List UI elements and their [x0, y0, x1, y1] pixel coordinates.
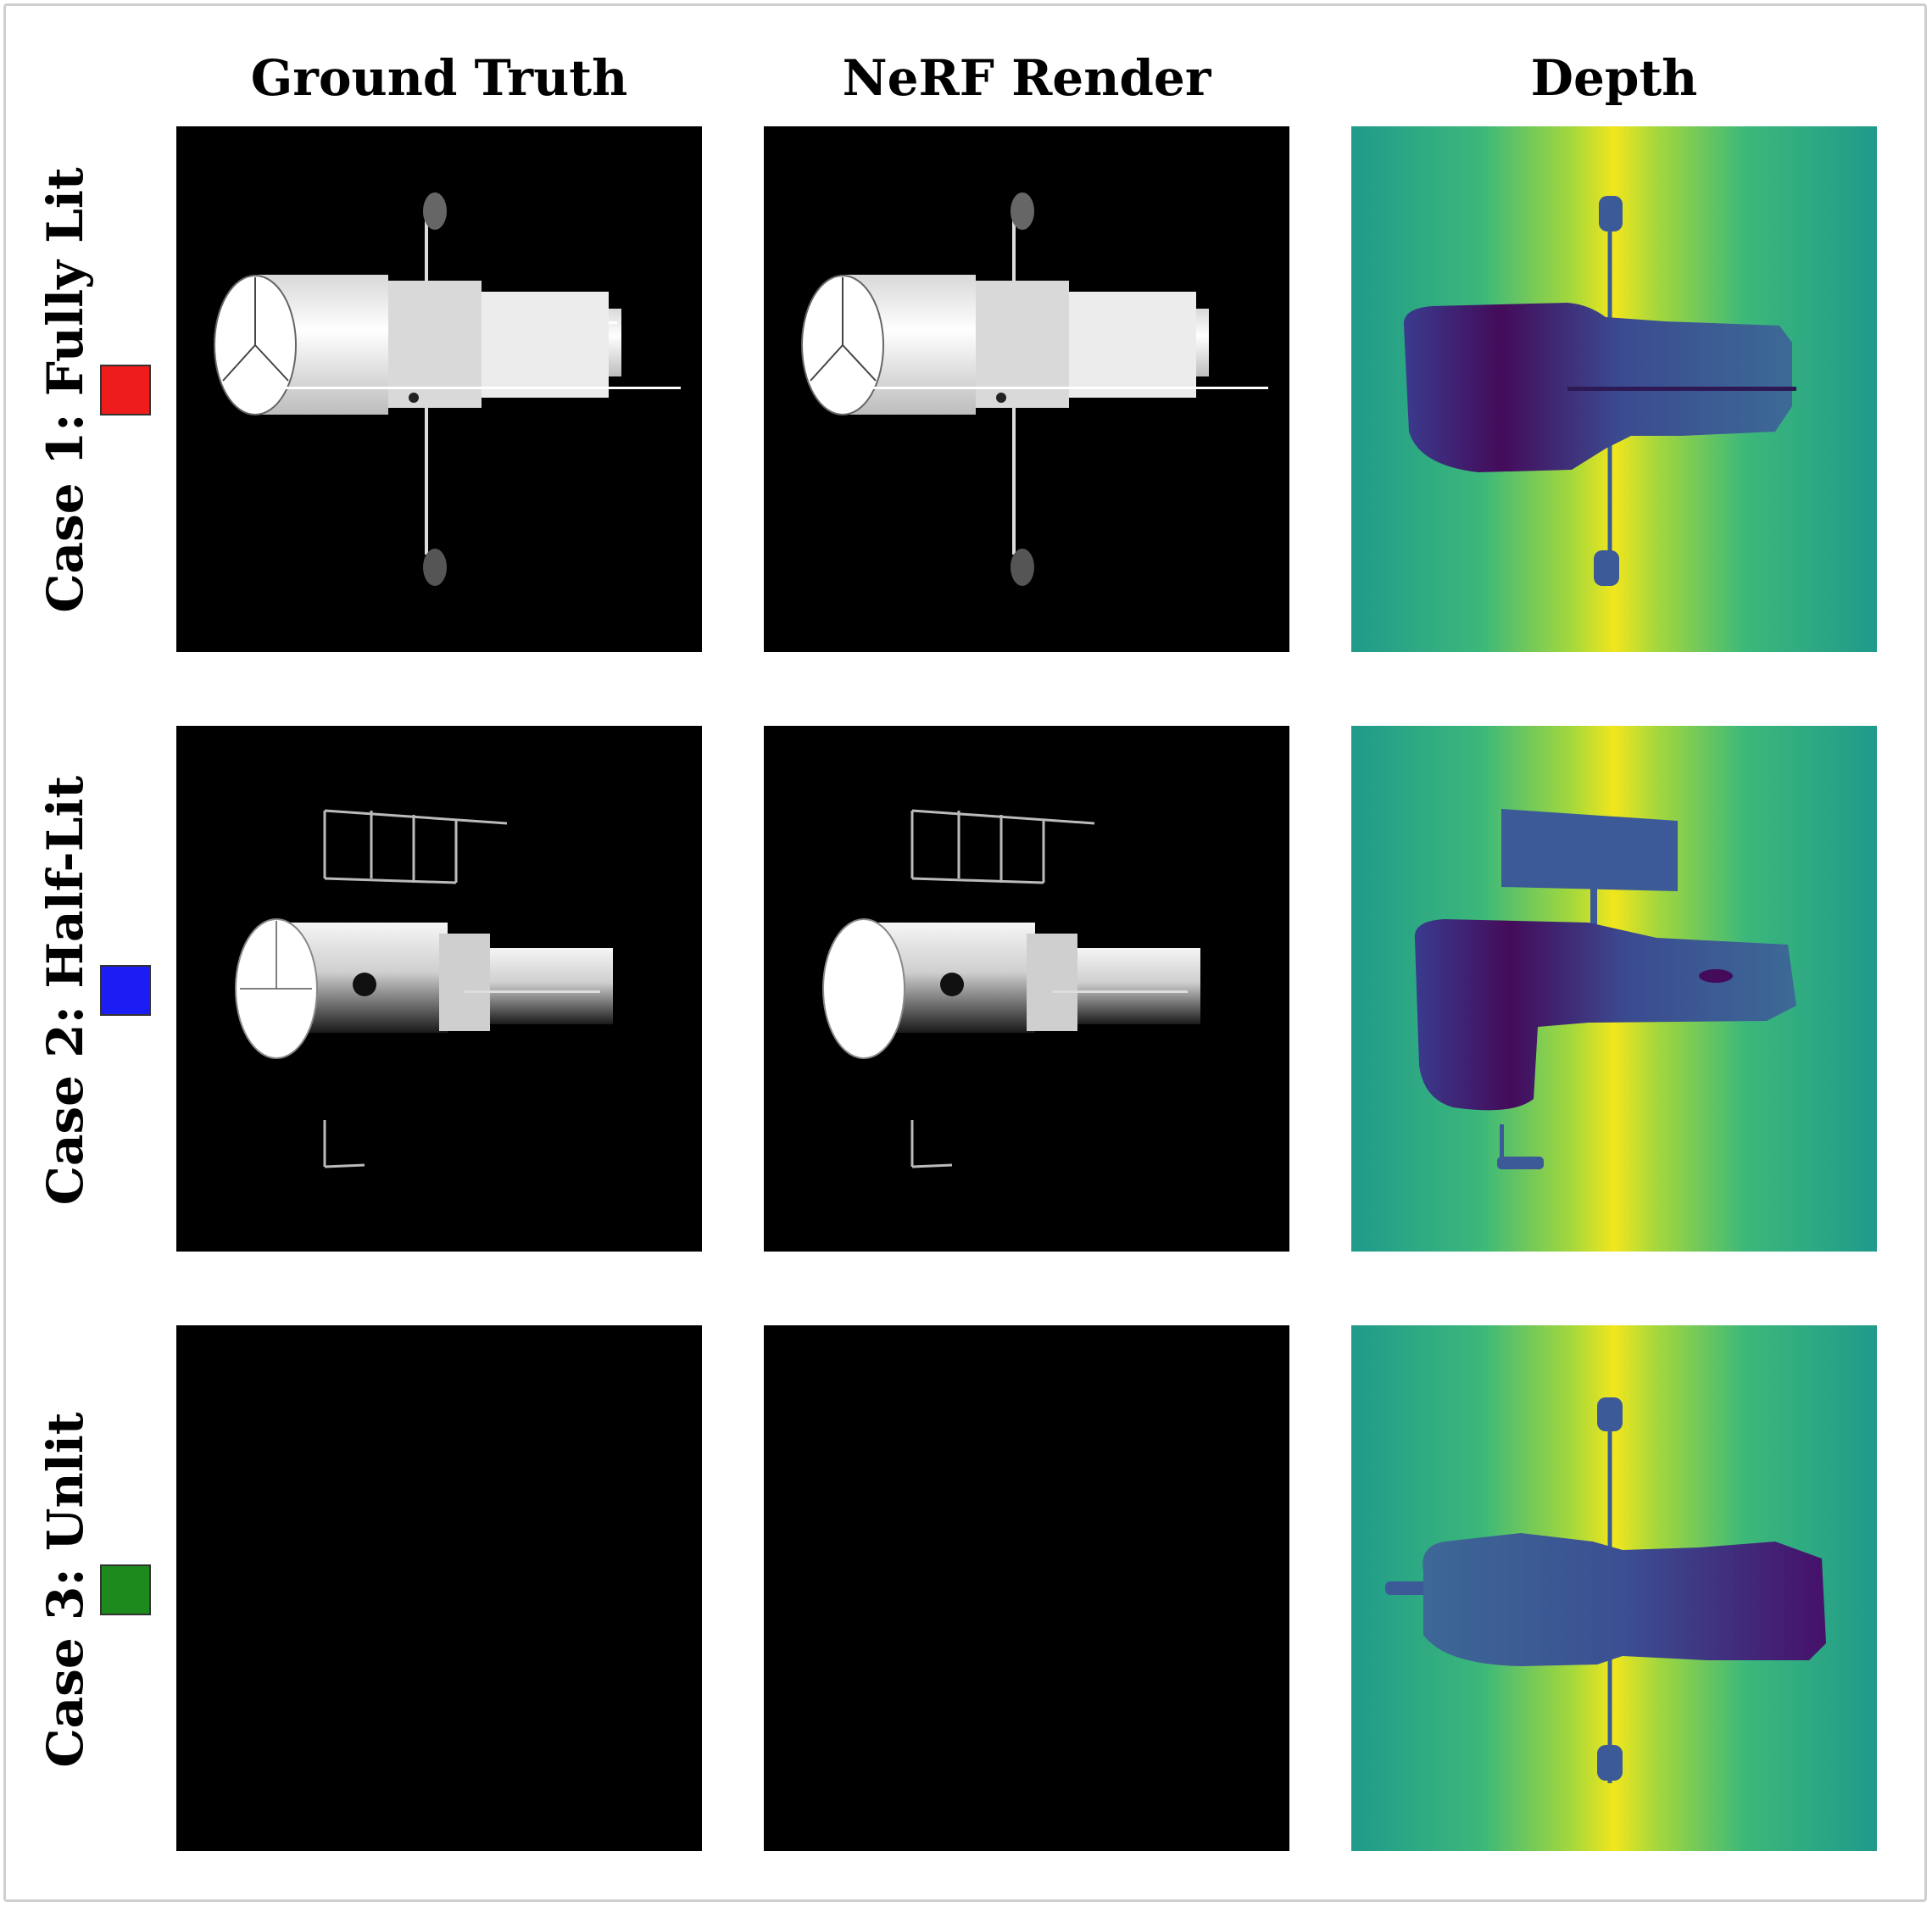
ground-truth-case-3-image — [176, 1325, 702, 1851]
case-1-color-swatch — [100, 365, 151, 415]
row-label-case-1-text: Case 1: Fully Lit — [36, 167, 94, 613]
row-label-case-1: Case 1: Fully Lit — [25, 110, 161, 670]
column-title-depth: Depth — [1530, 49, 1698, 107]
case-2-color-swatch — [100, 965, 151, 1016]
depth-case-2-image — [1351, 726, 1877, 1252]
row-label-case-2-text: Case 2: Half-Lit — [36, 775, 94, 1206]
nerf-render-case-3-image — [764, 1325, 1289, 1851]
row-label-case-2: Case 2: Half-Lit — [25, 711, 161, 1270]
ground-truth-case-2-image — [176, 726, 702, 1252]
column-title-ground-truth: Ground Truth — [250, 49, 628, 107]
nerf-render-case-2-image — [764, 726, 1289, 1252]
row-label-case-3-text: Case 3: Unlit — [36, 1412, 94, 1768]
column-title-nerf-render: NeRF Render — [842, 49, 1211, 107]
row-label-case-3: Case 3: Unlit — [25, 1310, 161, 1870]
depth-case-1-image — [1351, 126, 1877, 652]
case-3-color-swatch — [100, 1564, 151, 1615]
figure-frame — [3, 3, 1927, 1902]
ground-truth-case-1-image — [176, 126, 702, 652]
nerf-render-case-1-image — [764, 126, 1289, 652]
depth-case-3-image — [1351, 1325, 1877, 1851]
